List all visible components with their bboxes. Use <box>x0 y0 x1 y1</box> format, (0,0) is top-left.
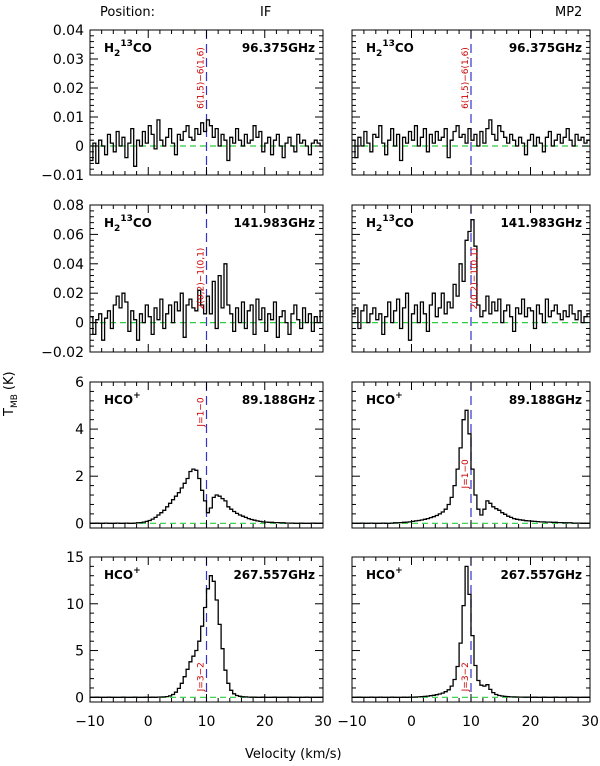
y-tick-label: 5 <box>75 644 84 660</box>
spectrum-if-1 <box>90 263 323 341</box>
y-tick-label: 0.04 <box>53 23 84 39</box>
y-axis-label-main: T <box>2 408 17 417</box>
transition-label: J=1−0 <box>197 397 207 427</box>
spectrum-mp2-0 <box>352 119 590 162</box>
x-tick-label: 30 <box>314 714 332 730</box>
x-axis-label: Velocity (km/s) <box>245 747 342 762</box>
y-tick-label: 0.02 <box>53 286 84 302</box>
y-tick-label: 0.03 <box>53 52 84 68</box>
y-tick-label: 0.01 <box>53 110 84 126</box>
spectrum-mp2-1 <box>352 219 590 341</box>
spectrum-if-0 <box>90 119 323 167</box>
frequency-label: 96.375GHz <box>509 41 582 55</box>
x-tick-label: 10 <box>198 714 216 730</box>
y-axis-label: TMB (K) <box>2 371 20 417</box>
y-tick-label: 0 <box>75 316 84 332</box>
molecule-label: HCO+ <box>366 566 403 582</box>
x-tick-label: 0 <box>144 714 153 730</box>
panels: −0.01 0 0.01 0.02 0.03 0.04 H213CO 96.375GHz 6(1… <box>41 23 599 730</box>
frequency-label: 141.983GHz <box>500 216 582 230</box>
position-label: Position: <box>100 5 155 20</box>
panel-mp2-2: HCO+ 89.188GHz J=1−0 <box>351 381 591 529</box>
x-tick-label: 20 <box>522 714 540 730</box>
frequency-label: 96.375GHz <box>242 41 315 55</box>
y-tick-label: 0.04 <box>53 257 84 273</box>
frequency-label: 89.188GHz <box>509 393 582 407</box>
y-tick-label: 6 <box>75 375 84 391</box>
frequency-label: 89.188GHz <box>242 393 315 407</box>
molecule-label: H213CO <box>104 39 152 59</box>
x-tick-label: 30 <box>581 714 599 730</box>
y-axis-label-sub: MB <box>10 394 20 408</box>
y-tick-label: 4 <box>75 422 84 438</box>
panel-mp2-1: H213CO 141.983GHz 2(0,2)−1(0,1) <box>351 204 591 353</box>
y-tick-label: 0 <box>75 516 84 532</box>
y-tick-label: 2 <box>75 469 84 485</box>
panel-if-2: 0 2 4 6 HCO+ 89.188GHz J=1−0 <box>75 375 324 532</box>
panel-mp2-3: −10 0 10 20 30 HCO+ 267.557GHz J=3−2 <box>337 556 599 730</box>
spectrum-mp2-2 <box>352 409 590 524</box>
column-title-mp2: MP2 <box>555 5 582 20</box>
transition-label: J=3−2 <box>197 662 207 692</box>
y-tick-label: 0 <box>75 139 84 155</box>
y-tick-label: −0.02 <box>41 345 84 361</box>
transition-label: 2(0,2)−1(0,1) <box>197 248 207 310</box>
y-tick-label: 0 <box>75 690 84 706</box>
transition-label: 2(0,2)−1(0,1) <box>470 248 480 310</box>
molecule-label: H213CO <box>366 214 414 234</box>
x-tick-label: 0 <box>407 714 416 730</box>
transition-label: 6(1,5)−6(1,6) <box>461 47 471 109</box>
molecule-label: HCO+ <box>104 566 141 582</box>
molecule-label: H213CO <box>104 214 152 234</box>
panel-if-3: 0 5 10 15 −10 0 10 20 30 HCO+ 267.557GHz J=3−2 <box>66 550 332 730</box>
transition-label: J=1−0 <box>461 459 471 489</box>
y-tick-label: 10 <box>66 597 84 613</box>
molecule-label: HCO+ <box>104 391 141 407</box>
y-tick-label: 0.02 <box>53 81 84 97</box>
spectrum-if-3 <box>90 575 323 698</box>
frequency-label: 267.557GHz <box>233 568 315 582</box>
panel-if-1: −0.02 0 0.02 0.04 0.06 0.08 H213CO 141.983GHz 2(… <box>41 198 324 361</box>
y-tick-label: 0.08 <box>53 198 84 214</box>
molecule-label: HCO+ <box>366 391 403 407</box>
x-tick-label: −10 <box>337 714 367 730</box>
y-tick-label: −0.01 <box>41 168 84 184</box>
transition-label: 6(1,5)−6(1,6) <box>197 47 207 109</box>
y-tick-label: 0.06 <box>53 227 84 243</box>
y-axis-label-unit: (K) <box>2 371 17 390</box>
x-tick-label: 10 <box>462 714 480 730</box>
spectrum-mp2-3 <box>352 565 590 698</box>
panel-if-0: −0.01 0 0.01 0.02 0.03 0.04 H213CO 96.375GHz 6(1… <box>41 23 324 184</box>
frequency-label: 141.983GHz <box>233 216 315 230</box>
x-tick-label: 20 <box>256 714 274 730</box>
transition-label: J=3−2 <box>461 662 471 692</box>
spectrum-if-2 <box>90 468 323 524</box>
y-tick-label: 15 <box>66 550 84 566</box>
molecule-label: H213CO <box>366 39 414 59</box>
frequency-label: 267.557GHz <box>500 568 582 582</box>
column-title-if: IF <box>260 5 271 20</box>
panel-mp2-0: H213CO 96.375GHz 6(1,5)−6(1,6) <box>351 29 591 176</box>
x-tick-label: −10 <box>75 714 105 730</box>
